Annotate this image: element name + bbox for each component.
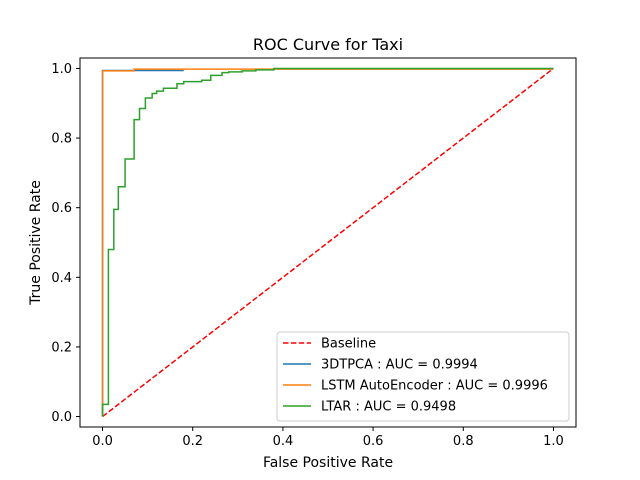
y-tick-label: 0.2 [51,340,72,355]
y-tick-label: 0.4 [51,271,72,286]
x-tick-label: 0.0 [92,434,113,449]
legend-label-1: 3DTPCA : AUC = 0.9994 [321,358,478,373]
x-tick-label: 0.8 [453,434,474,449]
chart-title: ROC Curve for Taxi [253,35,403,54]
legend: Baseline 3DTPCA : AUC = 0.9994 LSTM AutoEn… [276,331,570,422]
y-tick-label: 0.0 [51,410,72,425]
y-tick-label: 0.6 [51,201,72,216]
plot-series [101,67,554,418]
legend-label-2: LSTM AutoEncoder : AUC = 0.9996 [321,379,548,394]
series-line-1 [101,69,184,417]
legend-label-3: LTAR : AUC = 0.9498 [321,400,456,415]
x-axis-label: False Positive Rate [263,455,393,471]
y-axis-label: True Positive Rate [28,180,44,306]
x-tick-label: 0.4 [273,434,294,449]
series-line-3 [101,67,554,417]
y-tick-label: 0.8 [51,132,72,147]
x-tick-label: 1.0 [543,434,564,449]
series-line-0 [102,67,554,418]
legend-label-0: Baseline [321,337,376,352]
x-axis-ticks: 0.0 0.2 0.4 0.6 0.8 1.0 [92,427,564,449]
x-tick-label: 0.6 [363,434,384,449]
x-tick-label: 0.2 [182,434,203,449]
y-tick-label: 1.0 [51,62,72,77]
legend-box [276,331,570,422]
y-axis-ticks: 0.0 0.2 0.4 0.6 0.8 1.0 [51,62,80,425]
plot-frame [79,57,577,428]
